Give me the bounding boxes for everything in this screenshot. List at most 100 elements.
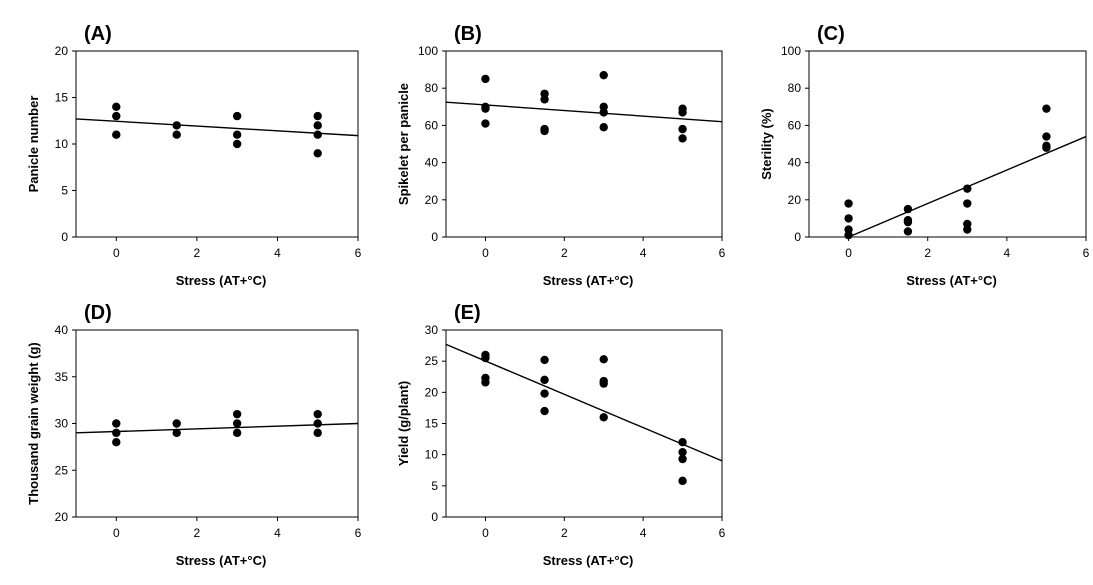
regression-line (75, 422, 359, 434)
y-tick-label: 5 (431, 479, 438, 493)
panel-title: (A) (84, 23, 112, 45)
y-tick-label: 20 (55, 44, 69, 58)
plot-frame (445, 50, 723, 238)
y-tick-label: 15 (425, 417, 439, 431)
x-tick-label: 6 (355, 526, 362, 540)
point (313, 130, 322, 139)
point (172, 130, 181, 139)
point (599, 379, 608, 388)
y-tick-label: 0 (794, 230, 801, 244)
point (540, 406, 549, 416)
y-tick-label: 15 (55, 91, 69, 105)
point (112, 438, 121, 447)
point (313, 149, 322, 158)
point (678, 134, 687, 143)
x-axis-label: Stress (AT+°C) (176, 553, 267, 568)
point (232, 139, 242, 149)
regression-line (445, 101, 723, 123)
point (678, 124, 687, 134)
y-axis-label: Sterility (%) (759, 108, 774, 180)
point (540, 355, 549, 365)
y-tick-label: 5 (61, 184, 68, 198)
point (232, 419, 242, 428)
y-axis-label: Thousand grain weight (g) (26, 342, 41, 505)
x-tick-label: 2 (924, 246, 931, 260)
x-tick-label: 6 (719, 526, 726, 540)
y-tick-label: 80 (788, 81, 802, 95)
x-tick-label: 4 (1004, 246, 1011, 260)
x-tick-label: 6 (355, 246, 362, 260)
y-tick-label: 10 (425, 448, 439, 462)
point (112, 102, 121, 112)
regression-line (75, 118, 359, 137)
point (112, 111, 121, 121)
point (313, 409, 322, 419)
x-tick-label: 0 (113, 526, 120, 540)
y-tick-label: 20 (55, 510, 69, 524)
point (599, 70, 608, 80)
point (481, 104, 490, 113)
x-tick-label: 2 (561, 246, 568, 260)
point (1042, 143, 1051, 152)
y-tick-label: 100 (781, 44, 801, 58)
x-tick-label: 4 (274, 246, 281, 260)
point (112, 419, 121, 428)
plot-frame (75, 50, 359, 238)
x-tick-label: 0 (482, 526, 489, 540)
point (313, 419, 322, 428)
y-tick-label: 40 (55, 323, 69, 337)
point (481, 119, 490, 128)
y-tick-label: 60 (788, 118, 802, 132)
point (313, 121, 322, 130)
point (172, 419, 181, 428)
point (678, 438, 687, 447)
y-tick-label: 80 (425, 81, 439, 95)
panel-title: (E) (454, 302, 481, 324)
point (1042, 104, 1051, 113)
regression-line (445, 343, 723, 462)
y-tick-label: 40 (425, 156, 439, 170)
x-axis-label: Stress (AT+°C) (543, 553, 634, 568)
y-axis-label: Panicle number (26, 96, 41, 193)
point (540, 126, 549, 136)
point (540, 95, 549, 104)
y-axis-label: Spikelet per panicle (396, 83, 411, 205)
point (112, 130, 121, 139)
x-tick-label: 2 (561, 526, 568, 540)
point (313, 428, 322, 438)
point (844, 230, 853, 240)
y-tick-label: 30 (425, 323, 439, 337)
point (678, 447, 687, 457)
x-tick-label: 0 (113, 246, 120, 260)
point (232, 409, 242, 419)
y-tick-label: 20 (425, 193, 439, 207)
point (481, 74, 490, 84)
point (678, 476, 687, 486)
regression-line (848, 135, 1087, 238)
x-tick-label: 4 (640, 246, 647, 260)
point (963, 199, 972, 208)
point (540, 389, 549, 398)
x-tick-label: 0 (845, 246, 852, 260)
point (481, 378, 490, 387)
x-axis-label: Stress (AT+°C) (176, 273, 267, 288)
panel-title: (B) (454, 23, 482, 45)
x-tick-label: 4 (640, 526, 647, 540)
y-tick-label: 10 (55, 137, 69, 151)
y-tick-label: 0 (431, 510, 438, 524)
point (172, 428, 181, 438)
point (232, 428, 242, 438)
x-tick-label: 2 (194, 246, 201, 260)
point (313, 111, 322, 121)
point (903, 227, 913, 236)
y-tick-label: 25 (55, 463, 69, 477)
point (963, 225, 972, 234)
plot-frame (808, 50, 1087, 238)
point (599, 123, 608, 132)
y-tick-label: 0 (61, 230, 68, 244)
y-tick-label: 100 (418, 44, 438, 58)
point (232, 111, 242, 121)
y-tick-label: 60 (425, 118, 439, 132)
x-axis-label: Stress (AT+°C) (543, 273, 634, 288)
point (844, 199, 853, 208)
